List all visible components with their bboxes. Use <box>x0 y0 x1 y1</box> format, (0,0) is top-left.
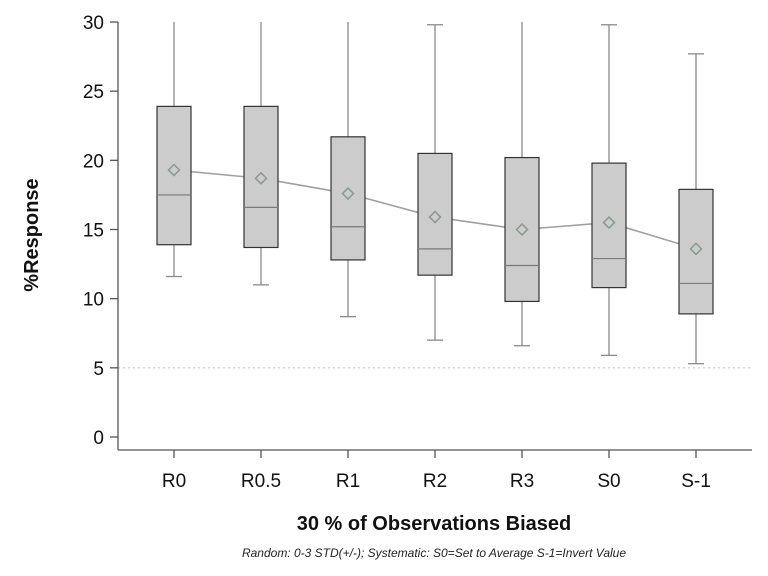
y-tick-label: 5 <box>93 359 104 380</box>
x-tick-label: R0.5 <box>241 471 281 492</box>
mean-marker <box>515 222 529 237</box>
y-tick-label: 25 <box>83 82 104 103</box>
y-axis-title: %Response <box>21 178 43 291</box>
y-tick-label: 30 <box>83 13 104 34</box>
x-axis-title: 30 % of Observations Biased <box>297 513 572 535</box>
x-tick-label: S0 <box>597 471 620 492</box>
x-tick-label: R1 <box>336 471 360 492</box>
y-tick-label: 20 <box>83 151 104 172</box>
box <box>156 105 192 246</box>
x-tick-label: S-1 <box>681 471 711 492</box>
mean-marker <box>689 242 703 256</box>
y-tick-label: 10 <box>83 290 104 311</box>
mean-marker <box>428 210 442 224</box>
x-tick-label: R2 <box>423 471 447 492</box>
y-tick-label: 0 <box>93 428 104 449</box>
y-tick-label: 15 <box>83 221 104 242</box>
mean-marker <box>602 216 616 230</box>
box <box>330 136 366 261</box>
chart-caption: Random: 0-3 STD(+/-); Systematic: S0=Set… <box>242 546 626 560</box>
plot-area: 0 5 10 15 20 25 30 R0 R0.5 R1 R2 R3 S0 S-1 <box>83 13 752 492</box>
x-tick-label: R3 <box>510 471 534 492</box>
mean-marker <box>254 171 268 185</box>
mean-marker <box>341 186 355 201</box>
x-tick-label: R0 <box>162 471 186 492</box>
mean-marker <box>167 163 181 177</box>
